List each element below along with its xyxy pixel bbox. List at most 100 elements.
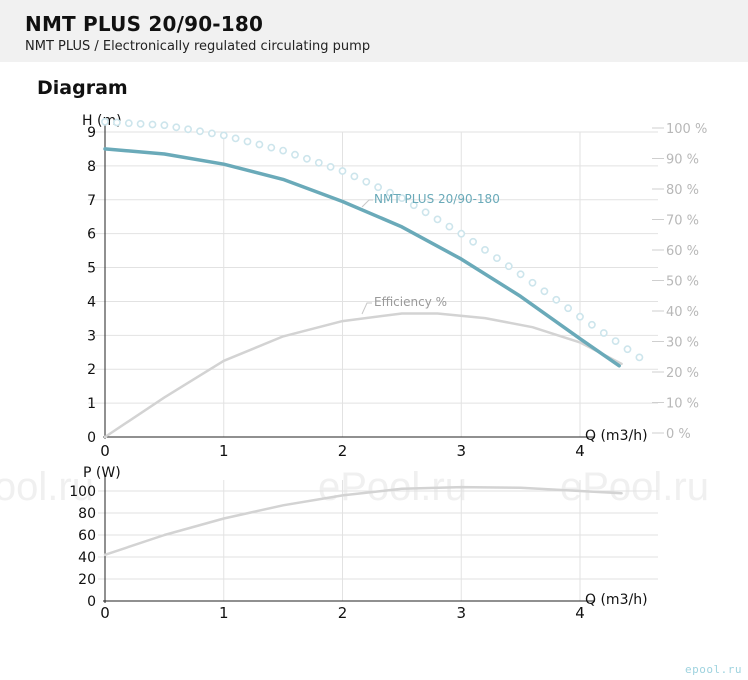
y-tick-label: 1 (87, 396, 96, 412)
max-curve-point (386, 188, 394, 197)
percent-tick-label: 20 % (666, 366, 699, 381)
y-tick-label: 9 (87, 125, 96, 141)
y-axis-title: P (W) (83, 465, 121, 481)
max-curve-point (588, 320, 596, 329)
max-curve-point (326, 162, 335, 171)
x-tick-label: 0 (100, 604, 110, 622)
watermark-text: ePool.ru (0, 465, 94, 509)
max-curve-point (184, 125, 192, 134)
max-curve-point (279, 146, 287, 155)
head-curve-leader (361, 199, 373, 208)
y-tick-label: 4 (87, 294, 96, 310)
x-tick-label: 3 (456, 604, 466, 622)
max-curve-point (338, 167, 347, 175)
max-curve-point (421, 208, 430, 217)
x-tick-label: 2 (338, 442, 348, 460)
max-curve-point (635, 353, 644, 362)
max-curve-point (552, 295, 561, 304)
page-title: NMT PLUS 20/90-180 (25, 12, 264, 36)
max-curve-point (397, 194, 406, 202)
efficiency-label: Efficiency % (374, 295, 447, 309)
y-tick-label: 3 (87, 328, 96, 344)
max-curve-point (409, 201, 418, 210)
percent-tick-label: 30 % (666, 336, 699, 351)
max-curve-point (302, 154, 311, 163)
power-curve (103, 485, 623, 557)
percent-tick-label: 60 % (666, 244, 699, 259)
percent-tick-label: 40 % (666, 305, 699, 320)
max-curve-point (481, 245, 489, 254)
y-tick-label: 60 (78, 528, 96, 544)
x-axis-title: Q (m3/h) (585, 428, 648, 444)
max-curve-point (540, 287, 549, 296)
max-curve-point (611, 337, 620, 345)
max-curve-point (528, 278, 537, 287)
max-curve-point (492, 254, 501, 262)
percent-tick-label: 70 % (666, 214, 699, 229)
y-tick-label: 7 (87, 193, 96, 209)
efficiency-leader (361, 302, 372, 315)
x-tick-label: 1 (219, 442, 229, 460)
y-tick-label: 5 (87, 261, 96, 277)
x-tick-label: 4 (575, 604, 585, 622)
max-curve-point (564, 304, 572, 313)
max-curve-point (231, 134, 240, 143)
x-tick-label: 1 (219, 604, 229, 622)
y-tick-label: 40 (78, 550, 96, 566)
max-curve-point (374, 183, 382, 192)
y-tick-label: 0 (87, 430, 96, 446)
x-tick-label: 2 (338, 604, 348, 622)
max-curve-point (207, 129, 216, 138)
x-axis-title: Q (m3/h) (585, 592, 648, 608)
max-curve-point (160, 121, 169, 130)
max-curve-point (101, 117, 109, 126)
head-curve (103, 147, 621, 368)
max-curve-point (291, 150, 299, 159)
max-curve-point (255, 140, 264, 149)
max-curve-point (314, 158, 323, 167)
percent-tick-label: 0 % (666, 427, 691, 442)
max-curve-point (148, 120, 157, 129)
page-subtitle: NMT PLUS / Electronically regulated circ… (25, 39, 371, 54)
max-curve-point (445, 222, 454, 231)
max-curve-point (243, 137, 252, 146)
max-curve-point (350, 172, 359, 181)
y-tick-label: 80 (78, 506, 96, 522)
max-curve-point (172, 123, 181, 132)
brand-mark: epool.ru (685, 663, 742, 676)
percent-tick-label: 80 % (666, 183, 699, 198)
max-curve-point (576, 312, 584, 321)
max-curve-point (516, 270, 525, 279)
watermark-text: ePool.ru (560, 465, 709, 509)
max-curve-point (469, 237, 477, 246)
y-tick-label: 8 (87, 159, 96, 175)
max-curve-point (136, 120, 145, 128)
x-tick-label: 3 (456, 442, 466, 460)
y-tick-label: 20 (78, 572, 96, 588)
max-curve-point (124, 119, 133, 128)
percent-tick-label: 100 % (666, 122, 707, 137)
max-curve-point (457, 229, 466, 238)
max-curve-point (113, 118, 121, 127)
percent-tick-label: 90 % (666, 153, 699, 168)
max-curve-point (267, 143, 276, 152)
max-curve-point (433, 215, 442, 224)
section-title: Diagram (37, 77, 128, 99)
header-bar: NMT PLUS 20/90-180 NMT PLUS / Electronic… (0, 0, 748, 62)
x-tick-label: 0 (100, 442, 110, 460)
efficiency-curve (103, 312, 623, 439)
x-tick-label: 4 (575, 442, 585, 460)
y-tick-label: 100 (69, 484, 96, 500)
max-curve-point (362, 177, 371, 186)
max-curve-point (196, 127, 204, 136)
y-tick-label: 2 (87, 362, 96, 378)
y-tick-label: 6 (87, 227, 96, 243)
max-curve-point (219, 131, 228, 140)
percent-tick-label: 50 % (666, 275, 699, 290)
max-curve-point (623, 345, 632, 354)
percent-tick-label: 10 % (666, 397, 699, 412)
y-tick-label: 0 (87, 594, 96, 610)
max-curve-point (504, 262, 513, 271)
max-curve-point (599, 329, 608, 337)
